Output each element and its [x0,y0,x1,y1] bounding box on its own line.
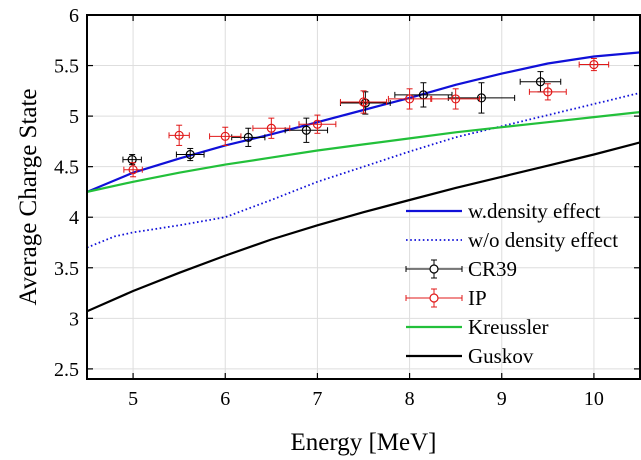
data-point-marker [358,97,369,107]
legend-item-guskov: Guskov [406,344,534,368]
legend-item-w-o-density-effect: w/o density effect [406,228,618,252]
data-point-ip [578,57,610,72]
legend-item-ip: IP [405,286,487,310]
data-point-marker [185,149,195,160]
data-point-marker [312,119,323,129]
data-point-cr39 [175,147,205,162]
ticks: 5 6 7 8 9 10 2.5 3 3.5 4 4.5 5 5.5 6 [54,5,640,410]
data-point-marker [220,131,230,141]
data-point-marker [404,94,415,104]
data-point-marker [301,125,311,135]
data-point-cr39 [284,117,329,143]
series-guskov [87,141,640,313]
x-tick-label: 9 [497,388,507,410]
series-line-guskov [87,141,640,313]
data-point-cr39 [231,127,266,147]
data-point-marker [535,77,546,87]
x-tick-label: 10 [584,388,604,410]
data-point-marker [127,154,137,165]
x-axis-label: Energy [MeV] [290,429,436,456]
y-tick-label: 5.5 [54,56,79,78]
x-tick-label: 5 [128,388,138,410]
x-tick-label: 6 [220,388,230,410]
y-tick-label: 3 [69,308,79,330]
data-point-marker [451,94,461,104]
x-tick-label: 8 [405,388,415,410]
series-clip-group [87,51,640,313]
series-line-kreussler [87,111,640,193]
data-point-cr39 [447,82,516,114]
data-point-marker [174,130,184,140]
data-point-ip [298,114,337,134]
y-tick-label: 6 [69,5,79,27]
y-tick-label: 3.5 [54,258,79,280]
series-ip [123,57,610,178]
data-point-cr39 [339,91,391,115]
legend-item-cr39: CR39 [405,257,517,281]
y-tick-label: 4.5 [54,157,79,179]
x-tick-label: 7 [312,388,322,410]
series-kreussler [87,111,640,193]
legend-label: Guskov [468,344,534,368]
data-point-cr39 [394,82,453,108]
data-point-marker [266,123,276,133]
legend-label: Kreussler [468,315,548,339]
data-point-cr39 [122,154,142,166]
legend-label: w/o density effect [468,228,618,252]
legend-label: w.density effect [468,199,601,223]
legend-item-w-density-effect: w.density effect [406,199,601,223]
data-point-ip [339,90,388,114]
grid [87,14,640,379]
y-tick-label: 2.5 [54,359,79,381]
plot-frame [86,14,641,380]
data-point-ip [252,117,291,139]
legend-swatch-marker [429,264,439,274]
y-axis-label: Average Charge State [15,88,42,305]
data-point-marker [589,59,599,70]
series-w-o-density-effect [87,92,640,249]
y-tick-label: 5 [69,106,79,128]
legend-label: CR39 [468,257,517,281]
series-layer [87,51,640,313]
data-point-ip [209,126,242,146]
data-point-ip [431,88,481,110]
data-point-marker [543,87,553,97]
legend-item-kreussler: Kreussler [406,315,548,339]
series-cr39 [122,71,562,166]
data-point-marker [360,98,370,108]
data-point-ip [168,124,190,146]
data-point-ip [387,88,432,110]
data-point-ip [528,83,567,101]
legend-swatch-marker [429,293,439,303]
data-point-ip [123,162,143,178]
data-point-cr39 [519,71,562,93]
y-tick-label: 4 [69,207,79,229]
series-line-w-o-density-effect [87,92,640,249]
data-point-marker [128,165,138,175]
data-point-marker [476,93,487,103]
legend: w.density effect w/o density effect CR39 IP… [405,199,618,368]
data-point-marker [243,132,253,142]
legend-label: IP [468,286,487,310]
